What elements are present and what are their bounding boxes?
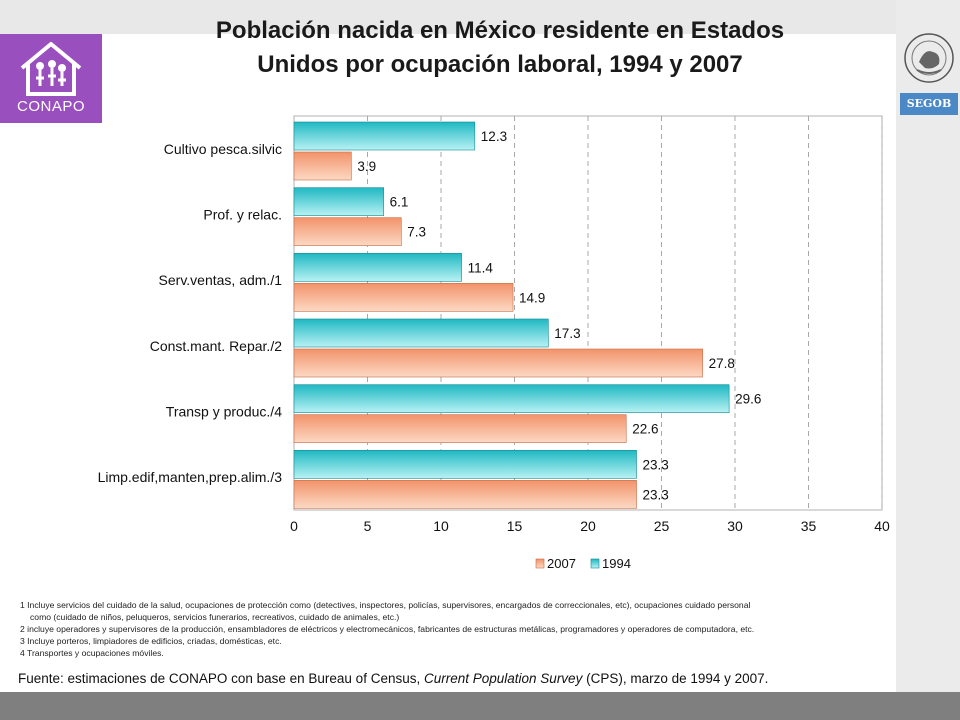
x-tick-label-20: 20	[580, 518, 596, 534]
source-survey-name: Current Population Survey	[423, 671, 583, 686]
house-icon	[20, 42, 82, 96]
bar-1994	[293, 187, 384, 216]
footnote-4: 4 Transportes y ocupaciones móviles.	[20, 648, 164, 658]
data-label-2007: 27.8	[709, 356, 735, 371]
bar-chart: 0 5 10 15 20 25 30 35 40 Cultivo pesca.silvic 12.3…	[98, 115, 890, 571]
side-band	[896, 0, 960, 720]
footnote-1-continued: como (cuidado de niños, peluqueros, serv…	[30, 612, 400, 622]
category-label: Cultivo pesca.silvic	[164, 141, 282, 157]
title-line-2: Unidos por ocupación laboral, 1994 y 200…	[257, 51, 743, 78]
bar-1994	[293, 318, 549, 348]
x-tick-label-10: 10	[433, 518, 449, 534]
category-label: Limp.edif,manten,prep.alim./3	[98, 469, 283, 485]
conapo-logo: CONAPO	[0, 34, 102, 123]
legend-swatch-2007	[535, 558, 545, 569]
segob-badge: SEGOB	[900, 93, 958, 115]
bar-1994	[293, 121, 476, 151]
bar-2007	[293, 283, 514, 312]
data-label-2007: 23.3	[643, 487, 669, 502]
category-label: Transp y produc./4	[166, 404, 282, 420]
bar-1994	[293, 450, 637, 479]
x-tick-label-35: 35	[801, 518, 817, 534]
data-label-2007: 3.9	[357, 159, 376, 174]
bar-2007	[293, 348, 703, 378]
footnote-2: 2 incluye operadores y supervisores de l…	[20, 624, 755, 634]
footnote-3: 3 Incluye porteros, limpiadores de edifi…	[20, 636, 282, 646]
data-label-2007: 22.6	[632, 422, 658, 437]
source-citation: Fuente: estimaciones de CONAPO con base …	[18, 671, 908, 686]
x-tick-label-15: 15	[507, 518, 523, 534]
category-label: Prof. y relac.	[203, 207, 282, 223]
x-tick-label-30: 30	[727, 518, 743, 534]
source-suffix: (CPS), marzo de 1994 y 2007.	[582, 671, 769, 686]
bar-2007	[293, 151, 352, 181]
category-label: Const.mant. Repar./2	[150, 338, 283, 354]
page-title: Población nacida en México residente en …	[110, 14, 890, 82]
source-prefix: Fuente: estimaciones de CONAPO con base …	[18, 671, 424, 686]
x-tick-label-25: 25	[654, 518, 670, 534]
x-tick-label-5: 5	[364, 518, 372, 534]
bottom-band	[0, 692, 960, 720]
legend-label-2007: 2007	[547, 556, 576, 571]
x-tick-label-0: 0	[290, 518, 298, 534]
data-label-1994: 12.3	[481, 129, 507, 144]
category-label: Serv.ventas, adm./1	[159, 272, 283, 288]
data-label-1994: 11.4	[468, 260, 494, 275]
x-tick-label-40: 40	[874, 518, 890, 534]
data-label-1994: 23.3	[643, 457, 669, 472]
bar-1994	[293, 253, 462, 282]
footnotes: 1 Incluye servicios del cuidado de la sa…	[20, 599, 900, 659]
data-label-1994: 29.6	[735, 392, 761, 407]
bar-1994	[293, 384, 730, 413]
data-label-2007: 7.3	[407, 225, 426, 240]
bar-2007	[293, 217, 402, 246]
bar-2007	[293, 414, 627, 443]
legend-swatch-1994	[590, 558, 600, 569]
top-band	[0, 0, 896, 34]
data-label-1994: 6.1	[390, 195, 409, 210]
mexico-seal-icon	[904, 33, 954, 83]
data-label-1994: 17.3	[554, 326, 580, 341]
title-line-1: Población nacida en México residente en …	[215, 17, 785, 44]
legend-label-1994: 1994	[602, 556, 631, 571]
conapo-logo-text: CONAPO	[16, 98, 85, 115]
data-label-2007: 14.9	[519, 290, 545, 305]
footnote-1: 1 Incluye servicios del cuidado de la sa…	[20, 600, 751, 610]
bar-2007	[293, 480, 637, 509]
